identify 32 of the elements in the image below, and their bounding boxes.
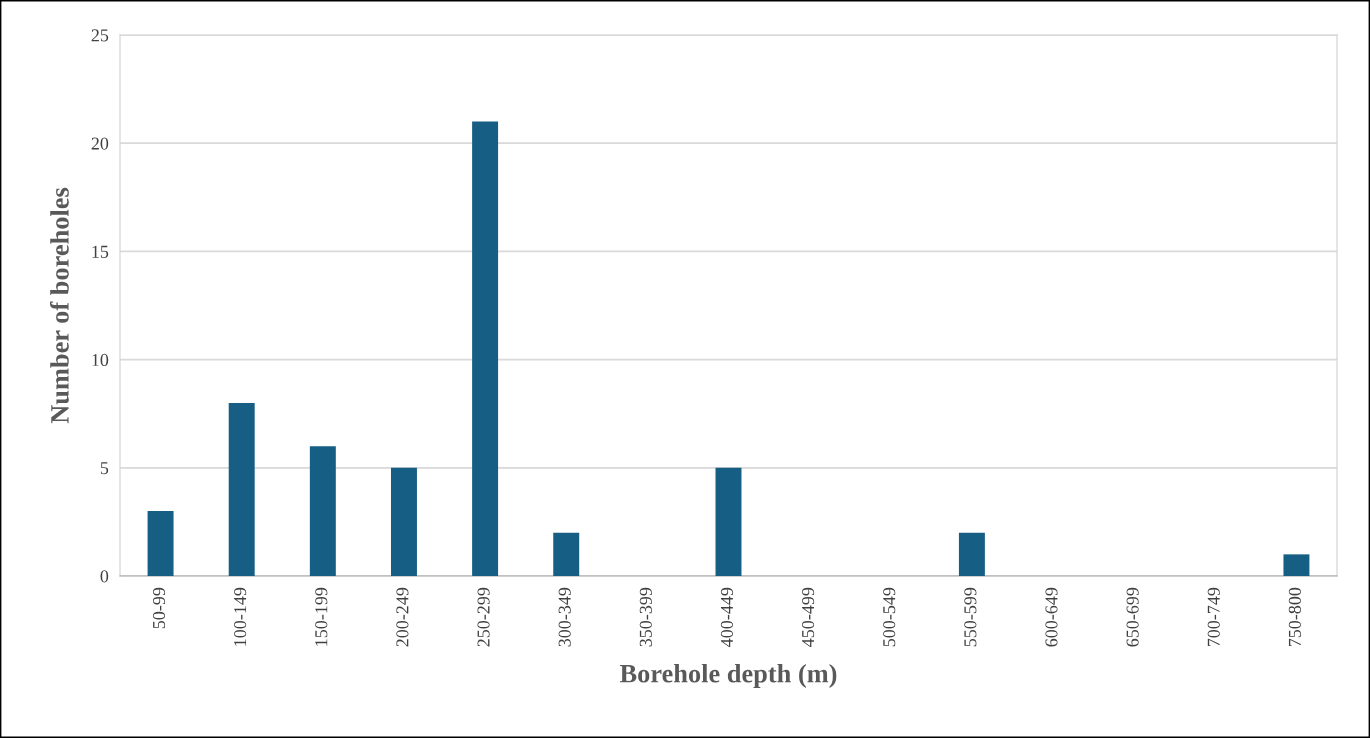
bar [472, 121, 499, 576]
bar [958, 532, 985, 576]
bar [553, 532, 580, 576]
x-tick-label: 650-699 [1126, 587, 1139, 647]
x-tick-label: 400-449 [720, 587, 734, 647]
y-tick-label: 25 [91, 29, 109, 42]
bar [147, 511, 174, 576]
x-tick-label: 300-349 [558, 587, 571, 647]
x-tick-label: 550-599 [964, 587, 977, 647]
x-tick-label: 500-549 [883, 587, 896, 647]
y-tick-label: 15 [92, 245, 109, 258]
y-tick-label: 0 [100, 570, 109, 583]
bar [1283, 554, 1310, 576]
y-tick-label: 20 [91, 137, 109, 150]
x-tick-label: 50-99 [152, 587, 166, 629]
y-axis-title: Number of boreholes [49, 187, 69, 424]
bar [309, 446, 336, 576]
y-tick-label: 5 [100, 462, 109, 475]
x-tick-label: 200-249 [396, 587, 409, 647]
x-tick-label: 600-649 [1045, 587, 1058, 647]
y-tick-label: 10 [92, 353, 109, 367]
x-tick-label: 150-199 [315, 587, 328, 646]
x-tick-label: 100-149 [234, 587, 247, 646]
x-tick-label: 700-749 [1207, 587, 1220, 647]
x-tick-label: 750-800 [1288, 587, 1301, 647]
x-axis-title: Borehole depth (m) [619, 663, 837, 688]
bar [228, 402, 255, 576]
bar [715, 467, 742, 576]
x-tick-label: 350-399 [639, 587, 652, 647]
x-tick-label: 450-499 [801, 587, 815, 647]
bar [390, 467, 417, 576]
x-tick-label: 250-299 [477, 587, 490, 647]
